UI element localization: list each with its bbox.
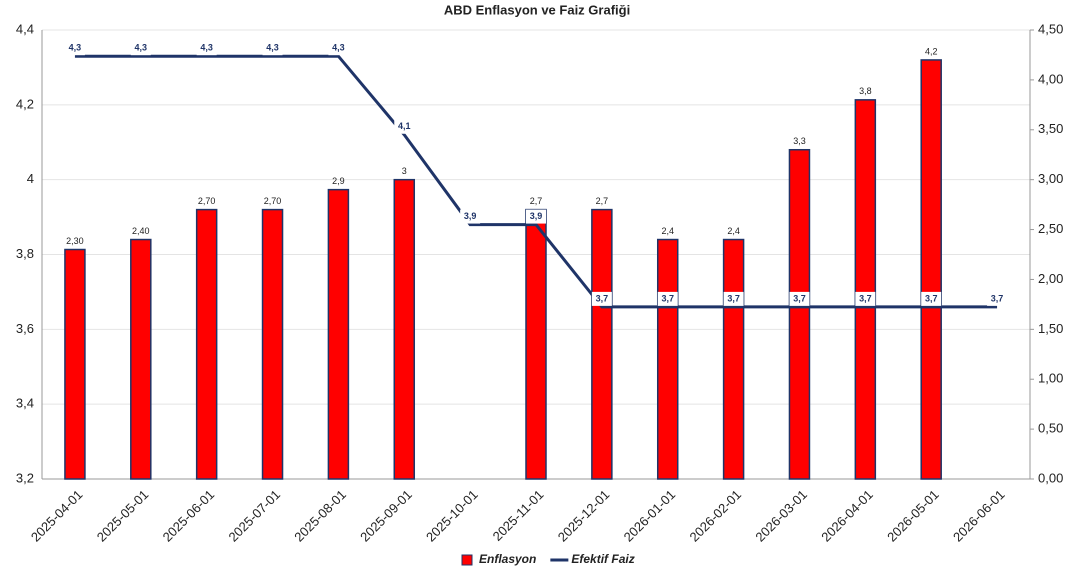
- y2-tick-label: 0,50: [1038, 421, 1063, 436]
- bar: [788, 148, 811, 480]
- data-label: 2,7: [596, 196, 609, 206]
- label-box: [64, 41, 85, 56]
- x-tick-label: 2025-08-01: [291, 487, 349, 545]
- label-box: [328, 41, 349, 56]
- x-tick-label: 2026-05-01: [884, 487, 942, 545]
- data-label: 2,40: [132, 226, 150, 236]
- data-label: 3: [402, 166, 407, 176]
- bar: [195, 208, 218, 480]
- bar: [130, 238, 152, 480]
- label-box: [723, 291, 744, 306]
- x-tick-label: 2026-03-01: [752, 487, 810, 545]
- data-label: 2,4: [661, 226, 674, 236]
- label-box: [196, 41, 217, 56]
- data-label: 2,70: [198, 196, 216, 206]
- y-tick-label: 4,4: [16, 21, 34, 36]
- data-label: 3,7: [925, 293, 938, 303]
- x-tick-label: 2026-02-01: [687, 487, 745, 545]
- data-label: 2,30: [66, 236, 84, 246]
- x-tick-label: 2025-12-01: [555, 487, 613, 545]
- y2-tick-label: 1,50: [1038, 321, 1063, 336]
- data-label: 3,3: [793, 136, 806, 146]
- label-box: [262, 41, 283, 56]
- label-box: [526, 209, 546, 224]
- bar: [261, 208, 284, 480]
- data-label: 4,1: [398, 121, 411, 131]
- bar: [591, 208, 613, 480]
- bar: [525, 208, 547, 480]
- bar: [854, 99, 877, 480]
- legend-swatch: [461, 554, 473, 566]
- data-label: 3,7: [661, 293, 674, 303]
- y-tick-label: 3,6: [16, 321, 34, 336]
- x-tick-label: 2026-06-01: [950, 487, 1008, 545]
- data-label: 3,7: [727, 293, 740, 303]
- label-box: [591, 291, 612, 306]
- label-box: [855, 291, 876, 306]
- x-tick-label: 2026-04-01: [818, 487, 876, 545]
- data-label: 4,2: [925, 46, 938, 56]
- data-label: 3,7: [859, 293, 872, 303]
- y-tick-label: 3,4: [16, 396, 34, 411]
- y-tick-label: 4,2: [16, 96, 34, 111]
- bar: [920, 59, 942, 480]
- y2-tick-label: 2,00: [1038, 271, 1063, 286]
- x-tick-label: 2025-04-01: [28, 487, 86, 545]
- data-label: 4,3: [200, 43, 213, 53]
- label-box: [921, 291, 942, 306]
- y-tick-label: 4: [27, 171, 34, 186]
- bar: [722, 238, 745, 480]
- bar: [656, 238, 679, 480]
- x-tick-label: 2025-10-01: [423, 487, 481, 545]
- bar: [327, 188, 350, 480]
- data-label: 3,9: [530, 211, 543, 221]
- data-label: 2,7: [530, 196, 543, 206]
- label-box: [657, 291, 678, 306]
- label-box: [987, 291, 1008, 306]
- data-label: 4,3: [135, 43, 148, 53]
- y2-tick-label: 1,00: [1038, 371, 1063, 386]
- x-tick-label: 2025-09-01: [357, 487, 415, 545]
- data-label: 2,70: [264, 196, 282, 206]
- y-tick-label: 3,2: [16, 470, 34, 485]
- line: [74, 54, 998, 309]
- y-tick-label: 3,8: [16, 246, 34, 261]
- data-label: 3,8: [859, 86, 872, 96]
- data-label: 2,9: [332, 176, 345, 186]
- label-box: [789, 291, 810, 306]
- data-label: 3,7: [596, 293, 609, 303]
- y2-tick-label: 3,50: [1038, 121, 1063, 136]
- data-label: 4,3: [332, 43, 345, 53]
- data-label: 4,3: [69, 43, 82, 53]
- x-tick-label: 2026-01-01: [621, 487, 679, 545]
- data-label: 3,7: [991, 293, 1004, 303]
- y2-tick-label: 4,00: [1038, 71, 1063, 86]
- legend-label: Efektif Faiz: [571, 552, 634, 566]
- x-tick-label: 2025-06-01: [160, 487, 218, 545]
- y2-tick-label: 3,00: [1038, 171, 1063, 186]
- x-tick-label: 2025-07-01: [225, 487, 283, 545]
- data-label: 3,9: [464, 211, 477, 221]
- data-label: 3,7: [793, 293, 806, 303]
- label-box: [130, 41, 151, 56]
- label-box: [394, 119, 415, 134]
- data-label: 4,3: [266, 43, 279, 53]
- x-tick-label: 2025-11-01: [490, 487, 547, 544]
- legend-label: Enflasyon: [479, 552, 536, 566]
- x-tick-label: 2025-05-01: [94, 487, 152, 545]
- bar: [393, 178, 416, 480]
- bar: [64, 248, 86, 480]
- data-label: 2,4: [727, 226, 740, 236]
- chart-title: ABD Enflasyon ve Faiz Grafiği: [444, 2, 630, 17]
- y2-tick-label: 2,50: [1038, 221, 1063, 236]
- y2-tick-label: 0,00: [1038, 470, 1063, 485]
- y2-tick-label: 4,50: [1038, 21, 1063, 36]
- label-box: [460, 209, 481, 224]
